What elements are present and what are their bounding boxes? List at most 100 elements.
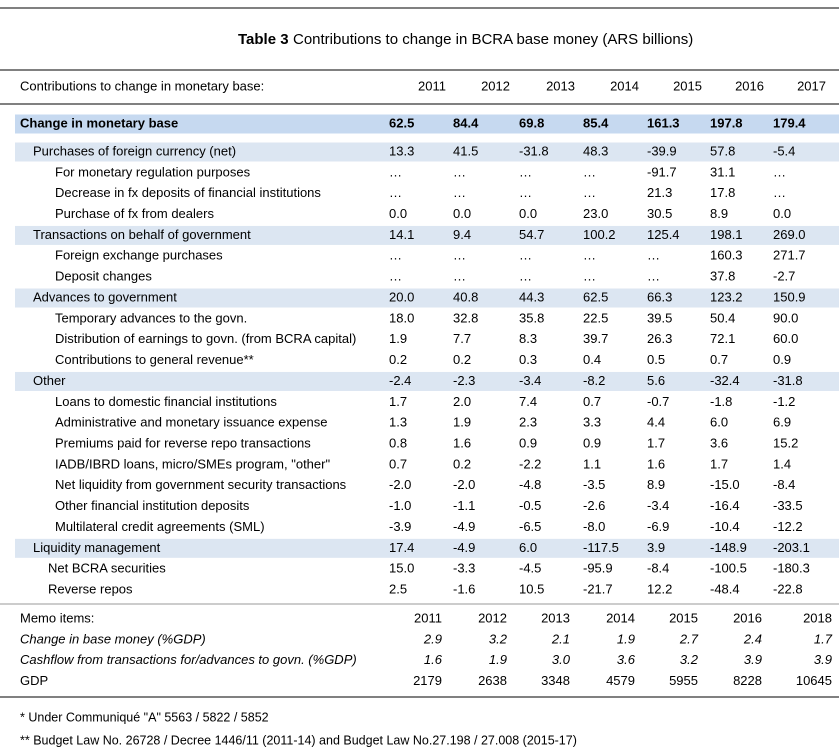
footnote: ** Budget Law No. 26728 / Decree 1446/11… [20, 733, 577, 747]
memo-label: Memo items: [20, 610, 94, 625]
table-title: Contributions to change in BCRA base mon… [293, 31, 693, 48]
cell-value: 1.9 [453, 415, 471, 430]
memo-value: 3.0 [552, 652, 571, 667]
cell-value: -4.8 [519, 477, 541, 492]
cell-value: 0.9 [773, 352, 791, 367]
cell-value: 0.0 [453, 206, 471, 221]
memo-value: 3.6 [617, 652, 636, 667]
cell-value: -2.3 [453, 373, 475, 388]
cell-value: -2.2 [519, 456, 541, 471]
memo-value: 1.9 [489, 652, 507, 667]
cell-value: 6.0 [710, 415, 728, 430]
cell-value: -12.2 [773, 519, 803, 534]
cell-value: 7.4 [519, 394, 537, 409]
cell-value: 85.4 [583, 115, 609, 130]
cell-value: … [647, 269, 660, 284]
cell-value: 3.3 [583, 415, 601, 430]
row-label: IADB/IBRD loans, micro/SMEs program, "ot… [55, 456, 330, 471]
cell-value: -91.7 [647, 164, 677, 179]
cell-value: -4.9 [453, 540, 475, 555]
row-label: Purchase of fx from dealers [55, 206, 214, 221]
memo-value: 2638 [478, 673, 507, 688]
memo-year: 2018 [803, 610, 832, 625]
cell-value: 20.0 [389, 289, 414, 304]
group-band [15, 142, 839, 162]
cell-value: 0.2 [453, 352, 471, 367]
cell-value: 4.4 [647, 415, 665, 430]
cell-value: -1.2 [773, 394, 795, 409]
cell-value: 62.5 [583, 289, 608, 304]
memo-value: 1.6 [424, 652, 443, 667]
cell-value: -5.4 [773, 143, 795, 158]
cell-value: 100.2 [583, 227, 616, 242]
cell-value: -48.4 [710, 581, 740, 596]
cell-value: 6.0 [519, 540, 537, 555]
cell-value: 1.7 [710, 456, 728, 471]
cell-value: … [773, 164, 786, 179]
cell-value: 13.3 [389, 143, 414, 158]
cell-value: 7.7 [453, 331, 471, 346]
memo-value: 2.4 [743, 631, 762, 646]
row-label: Loans to domestic financial institutions [55, 394, 277, 409]
cell-value: -0.5 [519, 498, 541, 513]
memo-value: 10645 [796, 673, 832, 688]
year-header: 2014 [610, 78, 639, 93]
cell-value: -2.0 [389, 477, 411, 492]
cell-value: 17.8 [710, 185, 735, 200]
cell-value: … [453, 164, 466, 179]
row-label: Liquidity management [33, 540, 161, 555]
year-header: 2012 [481, 78, 510, 93]
year-header: 2016 [735, 78, 764, 93]
cell-value: 12.2 [647, 581, 672, 596]
group-band [15, 288, 839, 308]
cell-value: -4.5 [519, 561, 541, 576]
cell-value: -95.9 [583, 561, 613, 576]
row-label: Contributions to general revenue** [55, 352, 254, 367]
memo-value: 1.7 [814, 631, 833, 646]
row-label: Purchases of foreign currency (net) [33, 143, 236, 158]
cell-value: 41.5 [453, 143, 478, 158]
cell-value: 0.5 [647, 352, 665, 367]
cell-value: 2.3 [519, 415, 537, 430]
cell-value: 1.6 [453, 435, 471, 450]
year-header: 2017 [797, 78, 826, 93]
cell-value: … [389, 269, 402, 284]
memo-value: 2179 [413, 673, 442, 688]
cell-value: 271.7 [773, 248, 806, 263]
memo-year: 2015 [669, 610, 698, 625]
cell-value: 198.1 [710, 227, 743, 242]
cell-value: … [773, 185, 786, 200]
cell-value: 57.8 [710, 143, 735, 158]
cell-value: 0.4 [583, 352, 601, 367]
row-label: Distribution of earnings to govn. (from … [55, 331, 356, 346]
cell-value: -1.0 [389, 498, 411, 513]
row-label: Other financial institution deposits [55, 498, 250, 513]
cell-value: -15.0 [710, 477, 740, 492]
cell-value: 0.7 [389, 456, 407, 471]
cell-value: 8.9 [710, 206, 728, 221]
table-label: Table 3 [238, 31, 289, 48]
cell-value: … [453, 248, 466, 263]
cell-value: 39.5 [647, 310, 672, 325]
cell-value: 3.6 [710, 435, 728, 450]
cell-value: -31.8 [773, 373, 803, 388]
row-label: Multilateral credit agreements (SML) [55, 519, 265, 534]
row-label: Decrease in fx deposits of financial ins… [55, 185, 321, 200]
cell-value: 0.7 [583, 394, 601, 409]
row-label: Transactions on behalf of government [33, 227, 251, 242]
cell-value: 10.5 [519, 581, 544, 596]
cell-value: -22.8 [773, 581, 803, 596]
cell-value: -33.5 [773, 498, 803, 513]
memo-value: 3.9 [744, 652, 762, 667]
memo-year: 2011 [414, 610, 442, 625]
cell-value: 15.0 [389, 561, 414, 576]
cell-value: … [389, 185, 402, 200]
cell-value: -10.4 [710, 519, 740, 534]
cell-value: -203.1 [773, 540, 810, 555]
cell-value: … [389, 248, 402, 263]
cell-value: 66.3 [647, 289, 672, 304]
cell-value: 5.6 [647, 373, 665, 388]
cell-value: 32.8 [453, 310, 478, 325]
cell-value: 1.7 [647, 435, 665, 450]
cell-value: 125.4 [647, 227, 680, 242]
